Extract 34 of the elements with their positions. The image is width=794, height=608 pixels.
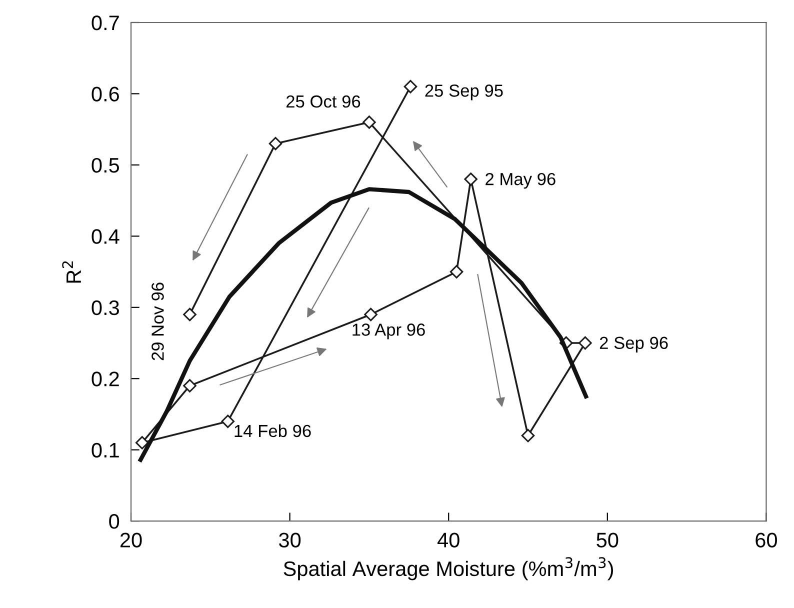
annotation: 29 Nov 96 (152, 282, 164, 360)
y-tick-label: 0 (109, 514, 120, 529)
x-axis-title: Spatial Average Moisture (%m$^{3}$/m$^{3}$) (284, 557, 614, 580)
point (521, 428, 535, 442)
y-tick-label: 0.6 (92, 86, 119, 102)
y-axis-title: R$^{2}$ (62, 261, 81, 283)
point (364, 308, 378, 322)
x-tick-label: 30 (279, 532, 301, 548)
annotation: 2 May 96 (486, 172, 556, 189)
x-tick-label: 50 (596, 532, 618, 548)
point (578, 336, 592, 350)
y-tick-label: 0.1 (92, 442, 119, 458)
annotation: 14 Feb 96 (234, 424, 311, 438)
point (464, 172, 478, 186)
y-tick-label: 0.7 (92, 15, 119, 30)
point (450, 265, 464, 278)
x-tick-label: 20 (120, 532, 142, 548)
y-tick-label: 0.2 (92, 372, 119, 386)
y-tick-label: 0.5 (92, 158, 120, 173)
point (135, 436, 149, 450)
point (404, 80, 418, 94)
point (268, 136, 282, 150)
point (362, 116, 376, 129)
annotation: 13 Apr 96 (352, 324, 425, 340)
x-tick-label: 40 (438, 532, 460, 548)
point (183, 379, 196, 392)
annotation: 25 Oct 96 (286, 95, 360, 108)
y-tick-label: 0.3 (92, 300, 119, 316)
point (221, 414, 235, 428)
point (183, 308, 196, 322)
y-tick-label: 0.4 (92, 229, 120, 244)
annotation: 25 Sep 95 (425, 84, 503, 100)
x-tick-label: 60 (756, 532, 777, 548)
annotation: 2 Sep 96 (600, 336, 668, 352)
